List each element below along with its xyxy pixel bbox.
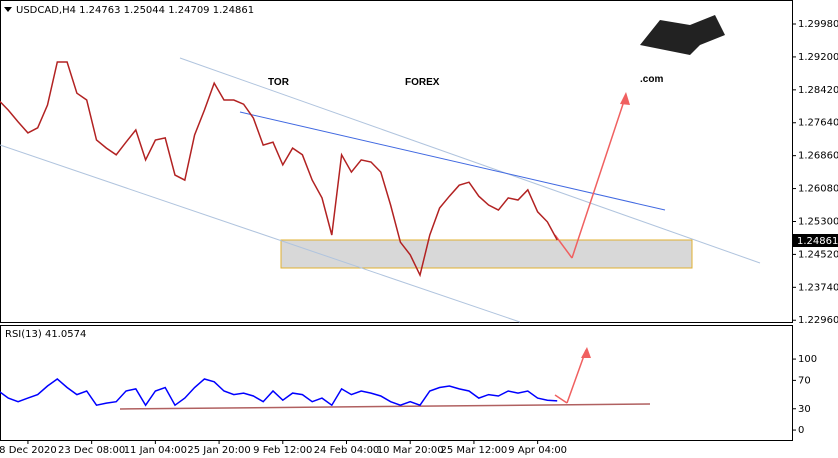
x-tick-label: 25 Mar 12:00	[441, 445, 508, 456]
channel-line	[179, 57, 761, 264]
y-tick-label: 0	[798, 425, 804, 436]
y-tick-label: 1.27640	[798, 118, 838, 129]
price-panel	[0, 0, 793, 323]
series-line	[0, 378, 558, 407]
rsi-title: RSI(13) 41.0574	[5, 329, 86, 340]
series-line	[0, 61, 558, 278]
channel-line	[0, 144, 521, 323]
price-tag-label: 1.24861	[797, 236, 838, 247]
price-tag	[793, 234, 838, 247]
y-tick-label: 1.25300	[798, 216, 838, 227]
header-text: USDCAD,H4 1.24763 1.25044 1.24709 1.2486…	[16, 5, 254, 16]
y-tick-label: 1.26080	[798, 184, 838, 195]
logo-text: FOREX	[405, 77, 440, 88]
arrow	[571, 94, 627, 259]
x-tick-label: 24 Feb 04:00	[314, 445, 380, 456]
support-zone	[280, 239, 693, 269]
arrow	[566, 349, 587, 404]
y-tick-label: 1.26860	[798, 151, 838, 162]
x-tick-label: 9 Feb 12:00	[253, 445, 312, 456]
y-tick-label: 1.22960	[798, 315, 838, 326]
y-tick-label: 70	[798, 375, 811, 386]
rsi-trend-line	[119, 403, 651, 410]
x-tick-label: 23 Dec 08:00	[58, 445, 125, 456]
arrow	[554, 394, 568, 404]
y-tick-label: 1.29200	[798, 52, 838, 63]
logo-text: .com	[640, 74, 663, 85]
rsi-panel	[0, 325, 793, 441]
x-tick-label: 9 Apr 04:00	[508, 445, 567, 456]
arrow-head	[581, 347, 591, 358]
y-tick-label: 100	[798, 354, 817, 365]
x-tick-label: 8 Dec 2020	[0, 445, 57, 456]
arrow-head	[620, 92, 630, 105]
y-tick-label: 1.23740	[798, 282, 838, 293]
x-tick-label: 25 Jan 20:00	[187, 445, 250, 456]
logo-bull	[640, 15, 725, 55]
arrow	[554, 234, 573, 259]
x-tick-label: 11 Jan 04:00	[124, 445, 187, 456]
logo-text: TOR	[268, 77, 290, 88]
y-tick-label: 1.24520	[798, 249, 838, 260]
y-tick-label: 1.29980	[798, 19, 838, 30]
x-tick-label: 10 Mar 20:00	[377, 445, 444, 456]
trend-line	[239, 111, 666, 211]
menu-icon	[4, 7, 12, 12]
y-tick-label: 30	[798, 404, 811, 415]
y-tick-label: 1.28420	[798, 85, 838, 96]
